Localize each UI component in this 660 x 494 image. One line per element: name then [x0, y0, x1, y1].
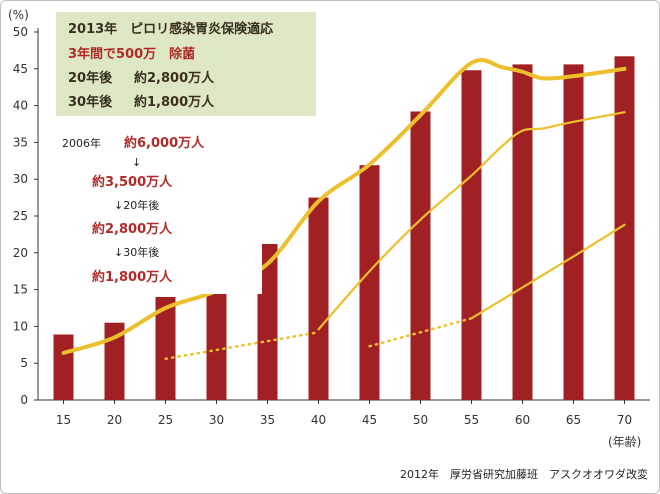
y-tick-label: 15: [13, 283, 28, 297]
thin-line-series: [317, 111, 626, 331]
x-axis-unit: (年齢): [608, 434, 641, 449]
thick-line-series: [61, 58, 627, 355]
y-tick-label: 10: [13, 319, 28, 333]
bar: [53, 334, 74, 400]
x-tick-label: 25: [158, 413, 173, 427]
info-box-line2: 3年間で500万 除菌: [68, 46, 195, 62]
bar: [308, 197, 329, 400]
y-tick-label: 40: [13, 99, 28, 113]
annotation-arrow-1: ↓: [132, 156, 141, 169]
bar: [614, 56, 635, 401]
bar: [257, 243, 278, 400]
bar: [155, 296, 176, 400]
x-tick-label: 20: [107, 413, 122, 427]
x-tick-label: 35: [260, 413, 275, 427]
info-box: [56, 12, 316, 116]
annotation-value-1: 約6,000万人: [124, 135, 205, 151]
y-tick-label: 35: [13, 135, 28, 149]
axes: 0 5 10 15 20 25 30 35 40 45 50 15 20 25 30 35 40 45 50 55 60…: [13, 25, 650, 427]
bar: [563, 64, 584, 400]
y-tick-label: 0: [20, 393, 28, 407]
bars: [53, 56, 635, 401]
annotation-panel: [52, 124, 262, 294]
annotation-year: 2006年: [62, 136, 101, 150]
y-tick-label: 30: [13, 172, 28, 186]
y-axis-unit: (%): [8, 8, 29, 22]
y-tick-label: 50: [13, 25, 28, 39]
annotation-value-2: 約3,500万人: [92, 174, 173, 190]
x-tick-label: 45: [362, 413, 377, 427]
bar: [359, 165, 380, 400]
annotation-value-3: 約2,800万人: [92, 221, 173, 237]
dotted-line-series: [164, 331, 320, 360]
source-note: 2012年 厚労省研究加藤班 アスクオオワダ改変: [400, 467, 648, 481]
x-tick-label: 40: [311, 413, 326, 427]
annotation-arrow-3: ↓30年後: [114, 245, 159, 259]
x-tick-label: 60: [515, 413, 530, 427]
annotation-value-4: 約1,800万人: [92, 269, 173, 285]
thin-line-series: [470, 223, 626, 320]
bar: [104, 322, 125, 400]
y-tick-label: 25: [13, 209, 28, 223]
y-tick-label: 45: [13, 62, 28, 76]
bar: [410, 111, 431, 400]
x-tick-label: 65: [566, 413, 581, 427]
info-box-line4-label: 30年後: [68, 94, 113, 110]
y-tick-label: 5: [20, 356, 28, 370]
lines: [61, 58, 627, 360]
annotation-arrow-2: ↓20年後: [114, 198, 159, 212]
info-box-line4-value: 約1,800万人: [134, 94, 215, 110]
dotted-line-series: [368, 317, 473, 348]
x-tick-label: 30: [209, 413, 224, 427]
info-box-line1: 2013年 ピロリ感染胃炎保険適応: [68, 21, 273, 37]
bar: [461, 70, 482, 400]
y-tick-label: 20: [13, 246, 28, 260]
info-box-line3-value: 約2,800万人: [134, 70, 215, 86]
info-box-line3-label: 20年後: [68, 70, 113, 86]
x-tick-label: 55: [464, 413, 479, 427]
x-tick-label: 70: [617, 413, 632, 427]
bar: [206, 266, 227, 400]
x-tick-label: 15: [56, 413, 71, 427]
x-tick-label: 50: [413, 413, 428, 427]
bar: [512, 64, 533, 400]
